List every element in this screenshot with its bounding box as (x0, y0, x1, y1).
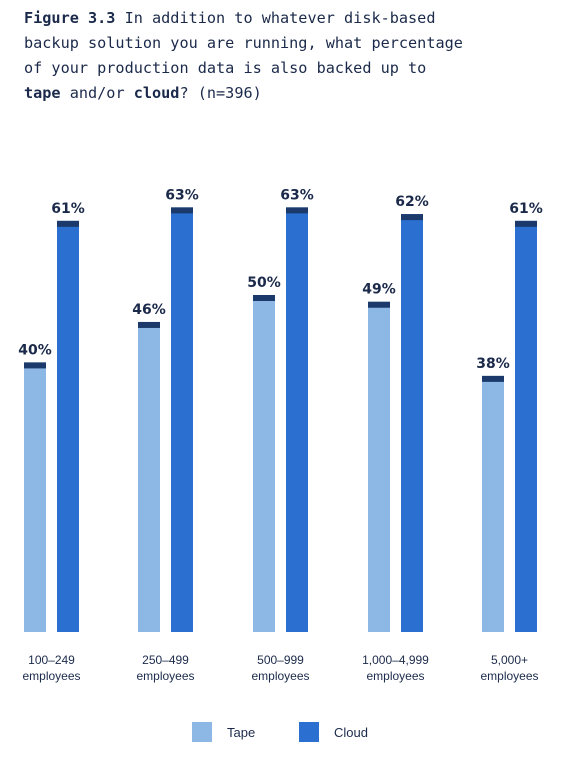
tape-bar (138, 321, 160, 632)
tape-value-label: 40% (18, 342, 52, 358)
tape-bar-cap (253, 295, 275, 301)
cloud-value-label: 61% (509, 201, 543, 217)
tape-value-label: 38% (476, 356, 510, 372)
tape-bar (368, 301, 390, 632)
cloud-bar (286, 207, 308, 632)
title-line-4: tape and/or cloud? (n=396) (24, 84, 262, 102)
category-label: employees (480, 669, 538, 683)
tape-bar-cap (24, 362, 46, 369)
cloud-bar-cap (286, 207, 308, 214)
cloud-bar-cap (57, 220, 79, 227)
title-line-1: Figure 3.3 In addition to whatever disk-… (24, 9, 436, 27)
cloud-bar (57, 220, 79, 633)
cloud-bar (515, 220, 537, 633)
legend-swatch (299, 722, 319, 742)
cloud-bar (401, 214, 423, 632)
figure-number: Figure 3.3 (24, 9, 116, 27)
cloud-bar-cap (171, 207, 193, 214)
category-label: employees (251, 669, 309, 683)
figure-title: Figure 3.3 In addition to whatever disk-… (24, 6, 554, 106)
tape-value-label: 50% (247, 275, 281, 291)
tape-bar-cap (138, 321, 160, 328)
tape-value-label: 46% (132, 302, 166, 318)
title-line-3: of your production data is also backed u… (24, 59, 427, 77)
legend-label: Cloud (334, 725, 368, 740)
cloud-value-label: 63% (280, 187, 314, 203)
tape-bar-cap (482, 375, 504, 382)
tape-bar (24, 362, 46, 632)
category-label: 5,000+ (491, 653, 528, 667)
cloud-bar-cap (401, 214, 423, 221)
legend-label: Tape (227, 725, 255, 740)
cloud-value-label: 63% (165, 187, 199, 203)
category-label: employees (366, 669, 424, 683)
category-label: 100–249 (28, 653, 75, 667)
title-line-2: backup solution you are running, what pe… (24, 34, 463, 52)
cloud-value-label: 62% (395, 194, 429, 210)
cloud-bar (171, 207, 193, 632)
tape-value-label: 49% (362, 282, 396, 298)
cloud-bar-cap (515, 220, 537, 227)
category-label: 1,000–4,999 (362, 653, 429, 667)
legend-swatch (192, 722, 212, 742)
category-label: 250–499 (142, 653, 189, 667)
cloud-value-label: 61% (51, 201, 85, 217)
category-label: employees (136, 669, 194, 683)
category-label: 500–999 (257, 653, 304, 667)
category-label: employees (22, 669, 80, 683)
tape-bar (482, 375, 504, 632)
tape-bar-cap (368, 301, 390, 308)
tape-bar (253, 295, 275, 632)
